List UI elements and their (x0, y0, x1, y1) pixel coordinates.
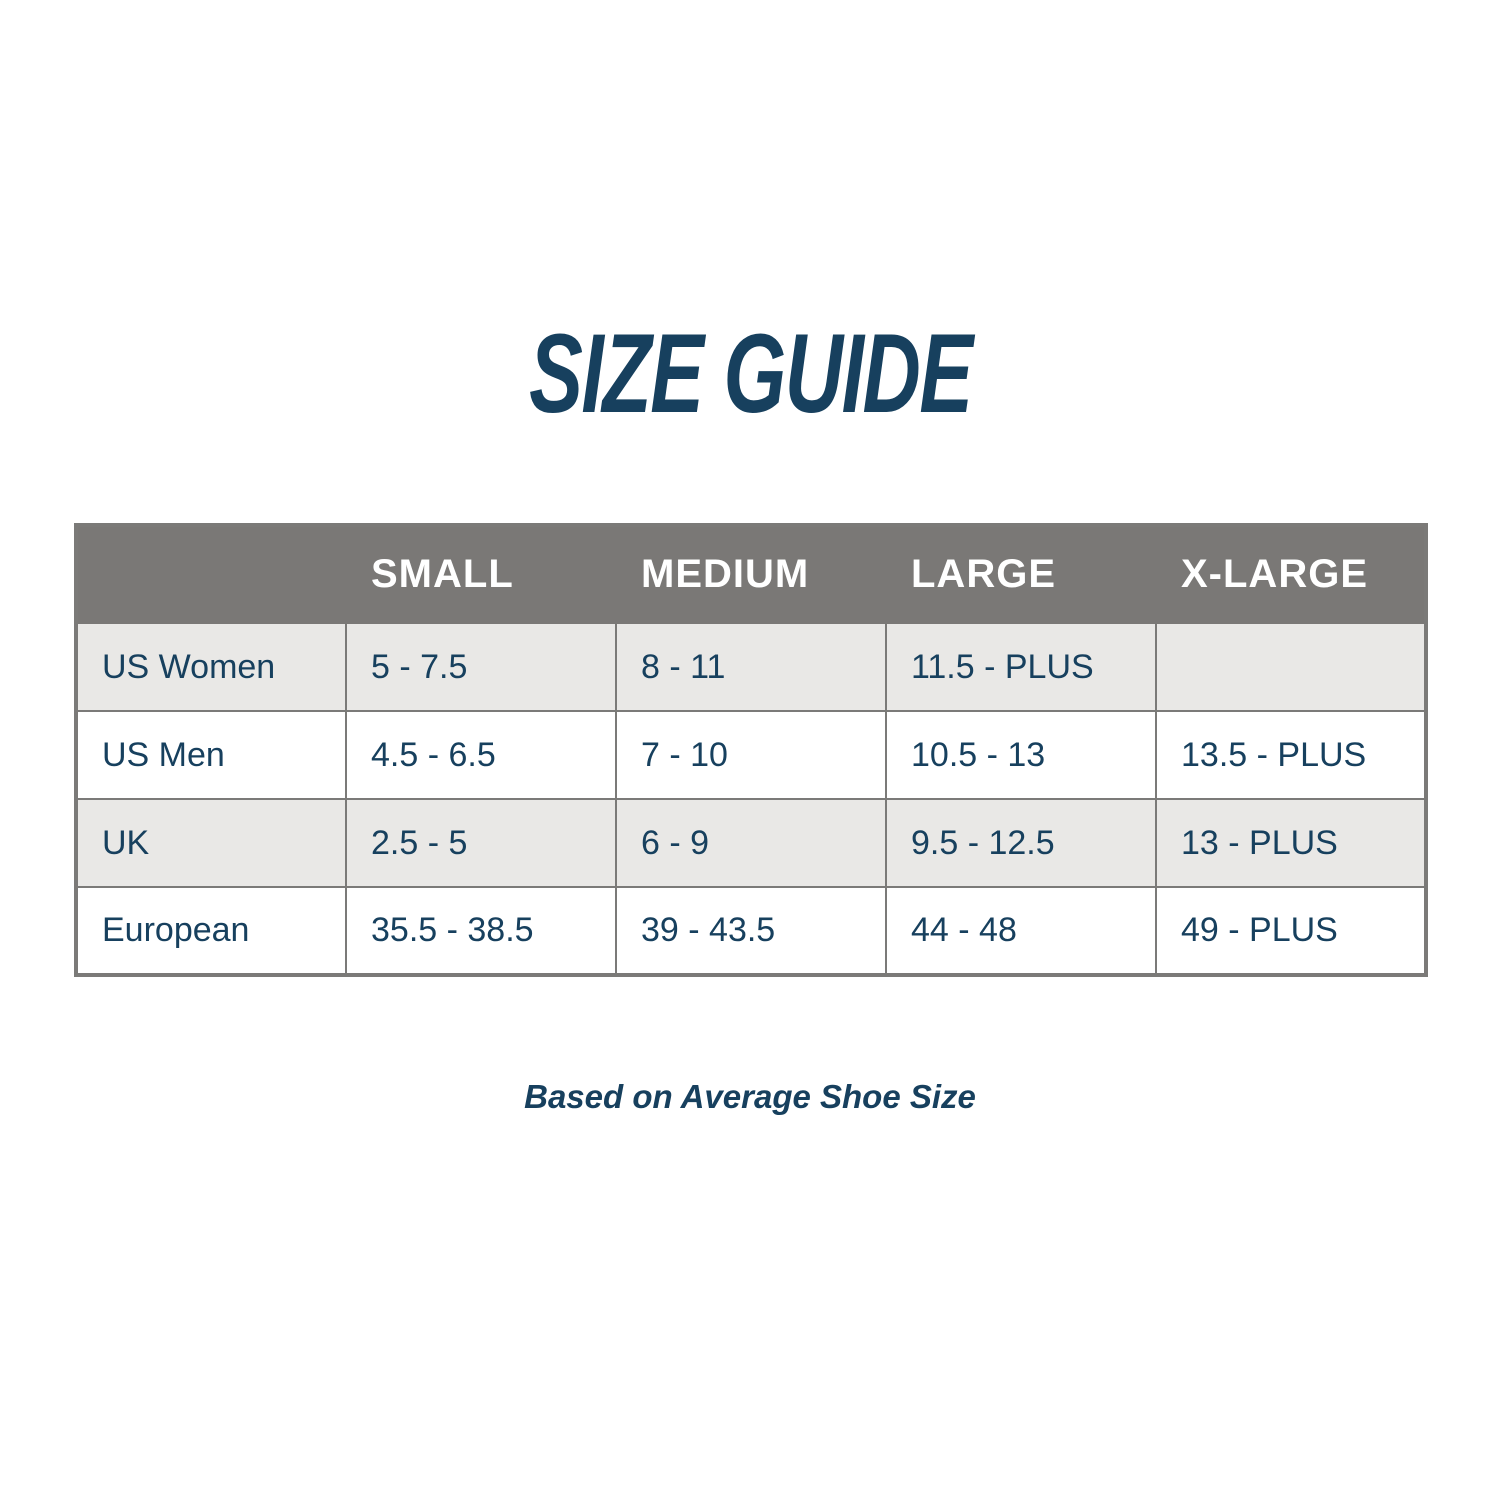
row-label: UK (75, 798, 347, 888)
cell-value: 4.5 - 6.5 (345, 710, 617, 800)
cell-value: 13.5 - PLUS (1155, 710, 1427, 800)
page-title: SIZE GUIDE (528, 311, 973, 436)
table-row-us-men: US Men 4.5 - 6.5 7 - 10 10.5 - 13 13.5 -… (75, 710, 1427, 800)
table-row-us-women: US Women 5 - 7.5 8 - 11 11.5 - PLUS (75, 622, 1427, 712)
cell-value: 9.5 - 12.5 (885, 798, 1157, 888)
cell-value-empty (1155, 622, 1427, 712)
cell-value: 49 - PLUS (1155, 886, 1427, 977)
row-label: US Women (75, 622, 347, 712)
header-cell-empty (75, 524, 347, 624)
table-body: US Women 5 - 7.5 8 - 11 11.5 - PLUS US M… (75, 622, 1427, 977)
header-cell-xlarge: X-LARGE (1155, 524, 1427, 624)
cell-value: 5 - 7.5 (345, 622, 617, 712)
row-label: European (75, 886, 347, 977)
header-row: SMALL MEDIUM LARGE X-LARGE (75, 524, 1427, 624)
table-row-uk: UK 2.5 - 5 6 - 9 9.5 - 12.5 13 - PLUS (75, 798, 1427, 888)
header-cell-medium: MEDIUM (615, 524, 887, 624)
page-title-wrap: SIZE GUIDE (0, 318, 1500, 430)
cell-value: 11.5 - PLUS (885, 622, 1157, 712)
cell-value: 10.5 - 13 (885, 710, 1157, 800)
cell-value: 6 - 9 (615, 798, 887, 888)
cell-value: 7 - 10 (615, 710, 887, 800)
footer-note: Based on Average Shoe Size (524, 1078, 976, 1115)
cell-value: 39 - 43.5 (615, 886, 887, 977)
table-header: SMALL MEDIUM LARGE X-LARGE (75, 524, 1427, 624)
row-label: US Men (75, 710, 347, 800)
cell-value: 13 - PLUS (1155, 798, 1427, 888)
cell-value: 2.5 - 5 (345, 798, 617, 888)
size-guide-table: SMALL MEDIUM LARGE X-LARGE US Women 5 - … (74, 523, 1428, 977)
cell-value: 35.5 - 38.5 (345, 886, 617, 977)
cell-value: 8 - 11 (615, 622, 887, 712)
header-cell-small: SMALL (345, 524, 617, 624)
table-row-european: European 35.5 - 38.5 39 - 43.5 44 - 48 4… (75, 886, 1427, 977)
header-cell-large: LARGE (885, 524, 1157, 624)
cell-value: 44 - 48 (885, 886, 1157, 977)
